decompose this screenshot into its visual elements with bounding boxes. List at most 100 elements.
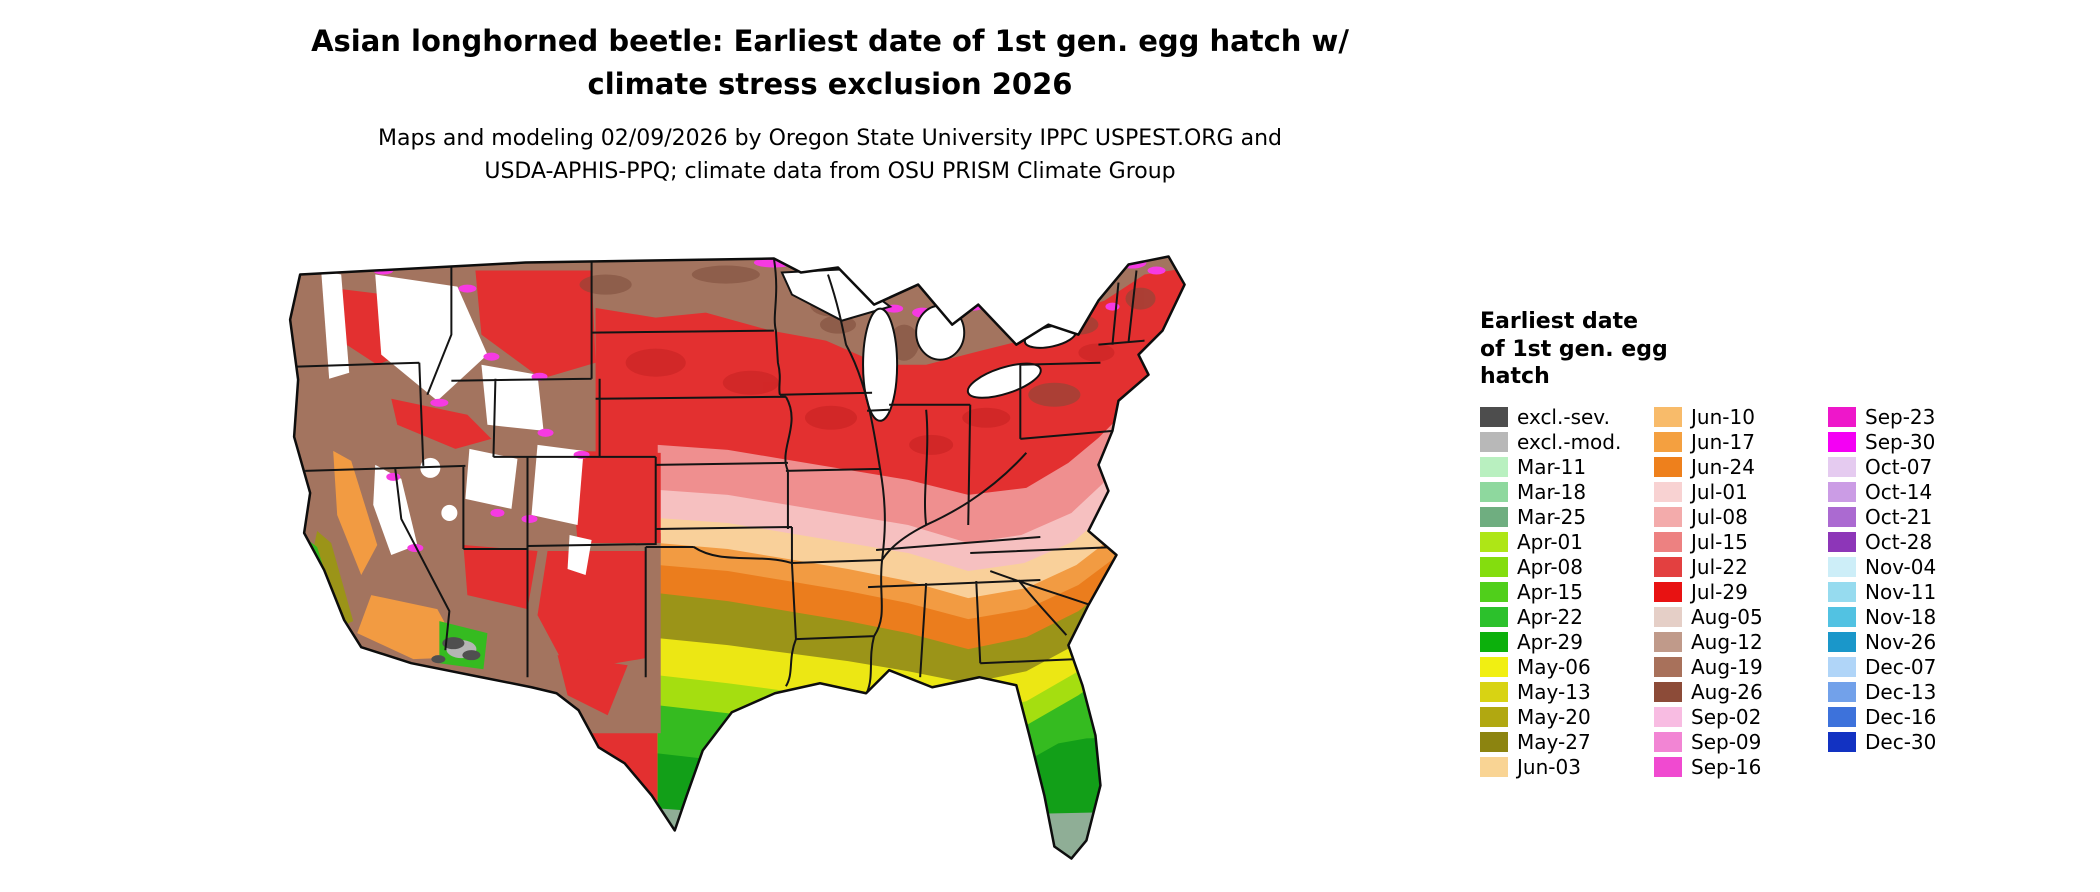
subtitle-line-2: USDA-APHIS-PPQ; climate data from OSU PR… [484,158,1176,184]
legend-swatch [1480,657,1508,677]
legend-label: excl.-sev. [1517,405,1610,429]
legend-row: Oct-21 [1828,505,1986,530]
legend-label: Dec-07 [1865,655,1937,679]
legend-column: Sep-23 Sep-30 Oct-07 Oct-14 Oct-21 Oct-28 Nov-… [1828,405,1986,755]
legend-label: Nov-18 [1865,605,1937,629]
legend-swatch [1654,607,1682,627]
title-line-2: climate stress exclusion 2026 [587,66,1073,101]
legend-row: Sep-02 [1654,705,1812,730]
legend-label: Aug-05 [1691,605,1763,629]
legend-swatch [1480,557,1508,577]
legend-row: Jun-24 [1654,455,1812,480]
legend-swatch [1654,582,1682,602]
legend-row: Sep-16 [1654,755,1812,780]
legend-swatch [1480,507,1508,527]
legend-label: Jun-10 [1691,405,1755,429]
legend-row: Apr-15 [1480,580,1638,605]
legend-swatch [1480,532,1508,552]
us-map [225,212,1437,884]
legend-swatch [1828,507,1856,527]
legend-swatch [1828,532,1856,552]
legend-column: Jun-10 Jun-17 Jun-24 Jul-01 Jul-08 Jul-15 Jul-… [1654,405,1812,780]
legend-label: Mar-25 [1517,505,1587,529]
legend-swatch [1480,757,1508,777]
legend-row: Jun-10 [1654,405,1812,430]
legend-title-line-2: of 1st gen. egg [1480,336,1668,362]
legend-row: Sep-23 [1828,405,1986,430]
legend-swatch [1828,607,1856,627]
legend-swatch [1654,407,1682,427]
legend-row: Oct-07 [1828,455,1986,480]
legend-row: Apr-08 [1480,555,1638,580]
legend-label: Sep-16 [1691,755,1762,779]
legend-row: Jul-22 [1654,555,1812,580]
legend-label: Apr-15 [1517,580,1583,604]
legend-row: Dec-13 [1828,680,1986,705]
legend-swatch [1654,532,1682,552]
legend-row: Dec-07 [1828,655,1986,680]
legend-row: Dec-30 [1828,730,1986,755]
legend-label: Jul-08 [1691,505,1748,529]
legend-swatch [1480,607,1508,627]
legend-label: Oct-21 [1865,505,1933,529]
legend-label: Oct-07 [1865,455,1933,479]
legend-row: May-06 [1480,655,1638,680]
legend-label: Jun-17 [1691,430,1755,454]
legend-swatch [1828,582,1856,602]
legend-swatch [1654,657,1682,677]
legend-swatch [1654,507,1682,527]
legend-row: Apr-29 [1480,630,1638,655]
legend-swatch [1480,732,1508,752]
legend-row: Apr-01 [1480,530,1638,555]
legend-swatch [1480,582,1508,602]
legend-label: Nov-11 [1865,580,1937,604]
legend-label: Mar-18 [1517,480,1587,504]
legend-row: Jul-15 [1654,530,1812,555]
legend-label: Jul-15 [1691,530,1748,554]
legend-label: Mar-11 [1517,455,1587,479]
legend-swatch [1480,407,1508,427]
title-line-1: Asian longhorned beetle: Earliest date o… [311,24,1349,58]
header: Asian longhorned beetle: Earliest date o… [130,20,1530,188]
legend-row: Jul-08 [1654,505,1812,530]
legend-row: Sep-09 [1654,730,1812,755]
legend-row: Jul-29 [1654,580,1812,605]
legend-row: Nov-26 [1828,630,1986,655]
legend-row: Nov-11 [1828,580,1986,605]
legend-label: Jun-24 [1691,455,1755,479]
map-title: Asian longhorned beetle: Earliest date o… [130,20,1530,106]
legend-label: Sep-23 [1865,405,1936,429]
legend-label: Jun-03 [1517,755,1581,779]
legend-row: May-13 [1480,680,1638,705]
legend-row: Jun-17 [1654,430,1812,455]
legend-swatch [1480,682,1508,702]
legend-row: Jun-03 [1480,755,1638,780]
legend-row: Mar-25 [1480,505,1638,530]
legend-row: Sep-30 [1828,430,1986,455]
legend-swatch [1828,432,1856,452]
legend-swatch [1654,457,1682,477]
legend-row: Aug-05 [1654,605,1812,630]
legend-label: Aug-19 [1691,655,1763,679]
legend-label: Apr-08 [1517,555,1583,579]
legend-swatch [1828,682,1856,702]
legend-swatch [1480,707,1508,727]
legend-swatch [1654,432,1682,452]
legend-label: Jul-22 [1691,555,1748,579]
legend-label: May-20 [1517,705,1591,729]
legend-swatch [1828,707,1856,727]
state-borders [293,258,1145,693]
map-raster-layers [290,256,1185,859]
us-map-graphic [288,255,1186,860]
legend-row: Oct-28 [1828,530,1986,555]
legend-label: Apr-29 [1517,630,1583,654]
legend-swatch [1480,457,1508,477]
legend-label: May-13 [1517,680,1591,704]
legend-swatch [1480,632,1508,652]
legend-label: May-06 [1517,655,1591,679]
legend-swatch [1654,707,1682,727]
legend-label: Jul-29 [1691,580,1748,604]
legend-row: Aug-12 [1654,630,1812,655]
legend-swatch [1828,732,1856,752]
subtitle-line-1: Maps and modeling 02/09/2026 by Oregon S… [378,125,1282,151]
